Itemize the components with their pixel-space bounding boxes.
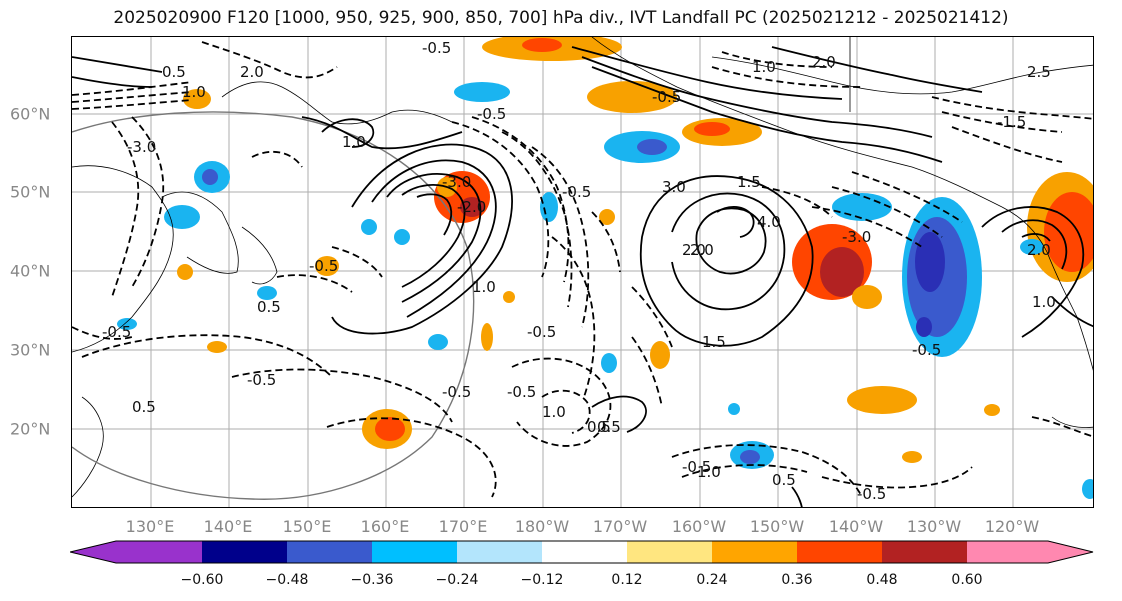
map-panel: -0.5 2.0 0.5 1.0 -3.0 -0.5 -0.5 1.0 2.0 … [71, 36, 1094, 508]
lon-label: 170°E [438, 517, 488, 536]
contour-label: -0.5 [442, 383, 471, 401]
contour-label: -3.0 [127, 138, 156, 156]
contour-label: -0.5 [477, 105, 506, 123]
lat-label-50n: 50°N [10, 182, 51, 202]
colorbar-segment [457, 541, 542, 563]
colorbar-tick: 0.12 [611, 572, 643, 588]
lat-label-30n: 30°N [10, 340, 51, 360]
contour-label: -0.5 [652, 88, 681, 106]
colorbar-segment [967, 541, 1093, 563]
colorbar-segment [287, 541, 372, 563]
contours-positive [72, 46, 1093, 507]
colorbar-tick: −0.24 [435, 572, 479, 588]
contour-label: 0.5 [257, 298, 281, 316]
contour-label: -0.5 [507, 383, 536, 401]
colorbar-segment [70, 541, 202, 563]
colorbar-tick: 0.48 [866, 572, 898, 588]
colorbar-segment [372, 541, 457, 563]
lon-label: 120°W [984, 517, 1040, 536]
contour-label: 1.0 [472, 278, 496, 296]
colorbar-tick: 0.24 [696, 572, 728, 588]
contour-label: -0.5 [309, 257, 338, 275]
lon-label: 170°W [592, 517, 648, 536]
contour-label: -0.5 [527, 323, 556, 341]
colorbar-tick: −0.48 [265, 572, 309, 588]
contour-label: 1.5 [702, 333, 726, 351]
contour-label: 1.0 [752, 58, 776, 76]
colorbar [69, 540, 1094, 564]
contour-label: -0.5 [857, 485, 886, 503]
contour-label: 1.5 [737, 173, 761, 191]
colorbar-segment [797, 541, 882, 563]
colorbar-segment [882, 541, 967, 563]
contour-label: -3.0 [442, 173, 471, 191]
contour-label: -0.5 [682, 458, 711, 476]
contour-label: -0.5 [562, 183, 591, 201]
coastlines [72, 37, 1093, 498]
contour-label: 0.5 [772, 471, 796, 489]
contour-label: 2.0 [1027, 241, 1051, 259]
colorbar-tick: 0.36 [781, 572, 813, 588]
lat-label-20n: 20°N [10, 419, 51, 439]
shading-positive [177, 37, 1093, 463]
lon-label: 180°W [514, 517, 570, 536]
colorbar-tick: −0.36 [350, 572, 394, 588]
contour-label: 4.0 [757, 213, 781, 231]
contour-label: -0.5 [422, 39, 451, 57]
lon-label: 140°E [203, 517, 253, 536]
contour-label: 1.0 [542, 403, 566, 421]
contour-label: 0.5 [587, 418, 611, 436]
contour-label: -0.5 [912, 341, 941, 359]
contour-label: -0.5 [102, 323, 131, 341]
contour-label: -2.0 [457, 198, 486, 216]
contours-negative [72, 41, 1093, 498]
contour-label: 2.0 [240, 63, 264, 81]
lon-label: 150°W [749, 517, 805, 536]
contour-label: 1.0 [1032, 293, 1056, 311]
contour-labels: -0.5 2.0 0.5 1.0 -3.0 -0.5 -0.5 1.0 2.0 … [102, 39, 1056, 503]
contour-label: 2.0 [690, 241, 714, 259]
great-circle-arc [72, 111, 475, 500]
contour-label: 1.0 [342, 133, 366, 151]
shading-negative [117, 82, 1093, 499]
contour-label: -0.5 [247, 371, 276, 389]
colorbar-segment [542, 541, 627, 563]
contour-label: 0.5 [162, 63, 186, 81]
contour-label: 2.0 [812, 53, 836, 71]
lon-label: 130°W [906, 517, 962, 536]
contour-label: 0.5 [132, 398, 156, 416]
contour-label: 1.0 [697, 463, 721, 481]
contour-label: 2.5 [1027, 63, 1051, 81]
colorbar-segment [712, 541, 797, 563]
lon-label: 160°E [360, 517, 410, 536]
colorbar-outline [69, 540, 1094, 564]
map-svg: -0.5 2.0 0.5 1.0 -3.0 -0.5 -0.5 1.0 2.0 … [72, 37, 1093, 507]
contour-label: 3.0 [662, 178, 686, 196]
colorbar-segment [202, 541, 287, 563]
colorbar-tick: −0.60 [180, 572, 224, 588]
lat-label-60n: 60°N [10, 104, 51, 124]
colorbar-tick: 0.60 [951, 572, 983, 588]
colorbar-svg [69, 540, 1094, 564]
contour-label: 0.5 [597, 418, 621, 436]
contour-label: -3.0 [842, 228, 871, 246]
lon-label: 140°W [828, 517, 884, 536]
lon-label: 150°E [282, 517, 332, 536]
colorbar-tick: −0.12 [520, 572, 564, 588]
contour-label: -1.5 [997, 113, 1026, 131]
contour-label: 1.0 [182, 83, 206, 101]
colorbar-segment [627, 541, 712, 563]
figure-title: 2025020900 F120 [1000, 950, 925, 900, 85… [113, 8, 1009, 28]
contour-label: 2.0 [682, 241, 706, 259]
lat-label-40n: 40°N [10, 261, 51, 281]
lon-label: 160°W [671, 517, 727, 536]
lon-label: 130°E [125, 517, 175, 536]
